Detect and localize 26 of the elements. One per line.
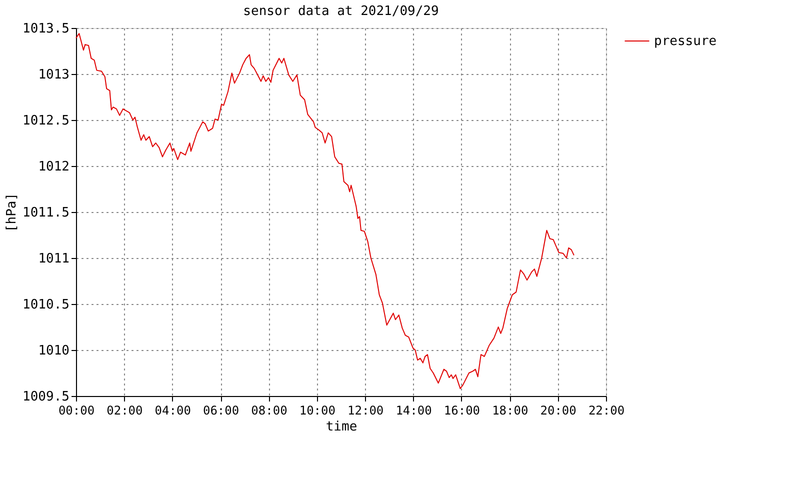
y-tick-label: 1009.5 bbox=[22, 390, 70, 404]
x-tick-label: 08:00 bbox=[251, 404, 288, 418]
x-tick-label: 06:00 bbox=[202, 404, 240, 418]
y-tick-label: 1012 bbox=[38, 160, 70, 174]
x-tick-label: 18:00 bbox=[492, 404, 528, 418]
y-axis-title: [hPa] bbox=[4, 192, 20, 232]
y-tick-label: 1013.5 bbox=[22, 22, 70, 36]
x-tick-label: 16:00 bbox=[444, 404, 480, 418]
x-tick-label: 22:00 bbox=[588, 404, 625, 418]
x-axis-title: time bbox=[326, 420, 358, 434]
y-tick-label: 1011.5 bbox=[22, 206, 70, 220]
x-tick-label: 10:00 bbox=[299, 404, 336, 418]
x-tick-label: 20:00 bbox=[540, 404, 576, 418]
line-series bbox=[76, 33, 574, 390]
y-tick-label: 1012.5 bbox=[22, 114, 70, 128]
x-tick-label: 12:00 bbox=[348, 404, 384, 418]
y-tick-label: 1011 bbox=[38, 252, 70, 266]
y-tick-label: 1010 bbox=[38, 344, 70, 358]
x-tick-label: 04:00 bbox=[154, 404, 191, 418]
x-tick-label: 02:00 bbox=[106, 404, 143, 418]
legend-label: pressure bbox=[654, 34, 717, 49]
y-tick-label: 1013 bbox=[38, 68, 70, 82]
x-tick-label: 00:00 bbox=[58, 404, 95, 418]
chart-title: sensor data at 2021/09/29 bbox=[243, 4, 439, 19]
x-tick-label: 14:00 bbox=[396, 404, 432, 418]
y-tick-label: 1010.5 bbox=[22, 298, 70, 312]
